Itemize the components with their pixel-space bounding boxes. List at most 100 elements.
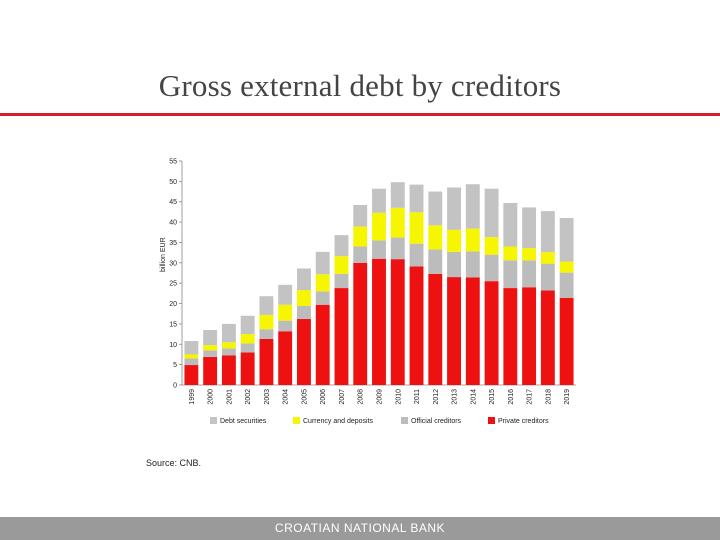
bar-segment (278, 331, 293, 385)
bar-segment (278, 304, 293, 321)
x-tick-label: 2014 (470, 389, 477, 405)
bar-segment (559, 272, 574, 298)
x-tick-label: 2017 (527, 389, 534, 405)
bar-segment (315, 274, 330, 292)
bar-segment (372, 212, 386, 241)
bar-segment (334, 235, 349, 257)
bar-segment (221, 348, 236, 356)
x-tick-label: 2018 (545, 389, 552, 405)
y-tick-label: 25 (169, 281, 177, 288)
bar-segment (428, 191, 443, 226)
bar-segment (259, 314, 274, 330)
bar-segment (315, 251, 330, 275)
legend-swatch (488, 417, 495, 424)
bar-segment (184, 358, 199, 366)
bar-segment (221, 342, 236, 349)
bar-segment (484, 281, 499, 385)
bar-segment (465, 277, 480, 385)
bar-segment (484, 237, 499, 255)
bar-segment (353, 262, 368, 385)
bar-segment (390, 207, 405, 238)
bar-segment (297, 268, 311, 291)
x-tick-label: 2010 (395, 389, 402, 405)
bar-segment (334, 288, 349, 385)
stacked-bar-chart: 0 5 10 15 20 25 30 35 40 45 50 55 billion EUR 1999 200… (160, 159, 576, 425)
bar-segment (372, 188, 386, 213)
x-tick-label: 2015 (489, 389, 496, 405)
legend-swatch (210, 417, 217, 424)
bar-segment (184, 354, 199, 359)
legend-label: Debt securities (220, 418, 267, 425)
bar-segment (240, 334, 255, 344)
legend-label: Currency and deposits (303, 418, 374, 425)
legend-label: Official creditors (411, 418, 462, 425)
bar-segment (447, 187, 461, 230)
bar-segment (465, 228, 480, 252)
bar-segment (428, 249, 443, 274)
bar-segment (372, 240, 386, 259)
bar-segment (409, 243, 424, 267)
bar-segment (353, 246, 368, 263)
bar-segment (184, 365, 199, 385)
bar-segment (372, 258, 386, 385)
y-tick-label: 50 (169, 179, 177, 186)
x-tick-label: 2007 (339, 389, 346, 405)
bar-segment (203, 330, 218, 346)
x-tick-label: 2005 (301, 389, 308, 405)
y-tick-label: 40 (169, 220, 177, 227)
bar-segment (484, 188, 499, 238)
bar-segment (297, 305, 311, 320)
bar-segment (278, 284, 293, 305)
bar-segment (334, 256, 349, 274)
y-tick-label: 0 (173, 383, 177, 390)
bar-segment (353, 204, 368, 227)
bar-segment (240, 343, 255, 353)
bar-segment (503, 246, 518, 261)
bar-segment (278, 320, 293, 332)
x-tick-label: 2012 (433, 389, 440, 405)
bar-segment (559, 297, 574, 385)
bar-segment (259, 338, 274, 385)
bar-segment (503, 288, 518, 385)
x-tick-label: 2006 (320, 389, 327, 405)
bar-segment (465, 251, 480, 278)
bar-segment (203, 345, 218, 351)
bar-segment (409, 266, 424, 385)
x-tick-label: 2008 (358, 389, 365, 405)
y-axis-title: billion EUR (160, 237, 167, 272)
bar-segment (409, 184, 424, 213)
bar-segment (203, 356, 218, 385)
x-tick-label: 1999 (189, 389, 196, 405)
legend-swatch (401, 417, 408, 424)
bar-segment (259, 329, 274, 339)
y-tick-label: 15 (169, 321, 177, 328)
bar-segment (390, 237, 405, 260)
bar-segment (297, 290, 311, 306)
bar-segment (259, 296, 274, 315)
bar-segment (559, 218, 574, 262)
x-tick-label: 2002 (245, 389, 252, 405)
bar-segment (221, 355, 236, 385)
bar-segment (409, 212, 424, 244)
y-tick-label: 10 (169, 342, 177, 349)
bar-segment (390, 182, 405, 208)
y-tick-label: 20 (169, 301, 177, 308)
bar-segment (522, 207, 537, 249)
y-tick-label: 55 (169, 159, 177, 166)
bar-segment (540, 290, 555, 385)
footer-bar: CROATIAN NATIONAL BANK (0, 517, 720, 540)
x-tick-label: 2001 (226, 389, 233, 405)
bar-segment (540, 263, 555, 291)
bar-segment (503, 202, 518, 247)
title-divider (0, 113, 720, 116)
footer-text: CROATIAN NATIONAL BANK (274, 521, 446, 535)
bar-segment (297, 319, 311, 385)
bar-segment (540, 211, 555, 253)
bar-segment (390, 259, 405, 385)
x-tick-label: 2009 (377, 389, 384, 405)
x-tick-label: 2013 (452, 389, 459, 405)
x-tick-label: 2000 (208, 389, 215, 405)
bar-segment (221, 323, 236, 343)
bar-segment (522, 287, 537, 385)
x-tick-label: 2003 (264, 389, 271, 405)
